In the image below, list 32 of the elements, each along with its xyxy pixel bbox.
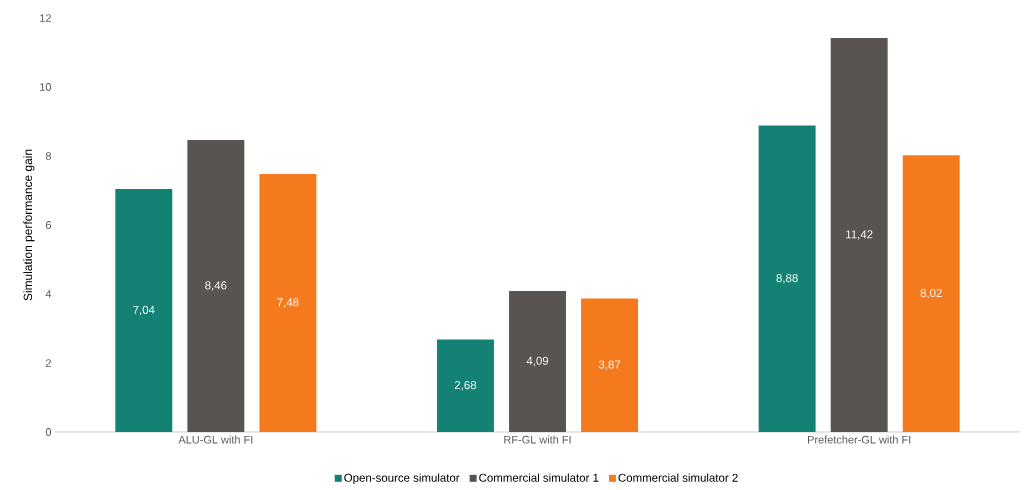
legend-label: Commercial simulator 2 xyxy=(618,473,738,482)
bar xyxy=(758,125,816,432)
bar xyxy=(259,173,317,432)
data-label: 7,04 xyxy=(133,305,155,316)
legend-label: Commercial simulator 1 xyxy=(479,473,599,482)
bar xyxy=(436,339,494,432)
data-label: 3,87 xyxy=(598,360,621,370)
legend-label: Open-source simulator xyxy=(344,473,460,485)
y-tick-label: 6 xyxy=(45,221,51,229)
data-label: 7,48 xyxy=(277,298,299,308)
x-tick-label: Prefetcher-GL with FI xyxy=(808,435,911,444)
data-label: 11,42 xyxy=(846,230,873,240)
y-tick-label: 10 xyxy=(40,83,52,91)
y-tick-label: 2 xyxy=(45,359,51,367)
y-tick-label: 8 xyxy=(45,152,51,160)
x-tick-label: ALU-GL with FI xyxy=(178,435,253,444)
bar xyxy=(187,140,245,432)
bar xyxy=(830,38,888,432)
data-label: 2,68 xyxy=(454,381,477,391)
y-tick-label: 4 xyxy=(45,290,52,298)
bar xyxy=(902,155,960,432)
bar xyxy=(581,298,639,432)
data-label: 4,09 xyxy=(526,356,549,367)
bar xyxy=(509,290,566,432)
x-tick-label: RF-GL with FI xyxy=(504,435,571,444)
y-tick-label: 12 xyxy=(40,14,51,22)
data-label: 8,46 xyxy=(205,281,227,291)
data-label: 8,88 xyxy=(776,274,798,284)
y-axis-title: Simulation performance gain xyxy=(23,149,35,301)
bar xyxy=(115,189,173,432)
y-tick-label: 0 xyxy=(45,428,52,436)
data-label: 8,02 xyxy=(920,288,942,299)
